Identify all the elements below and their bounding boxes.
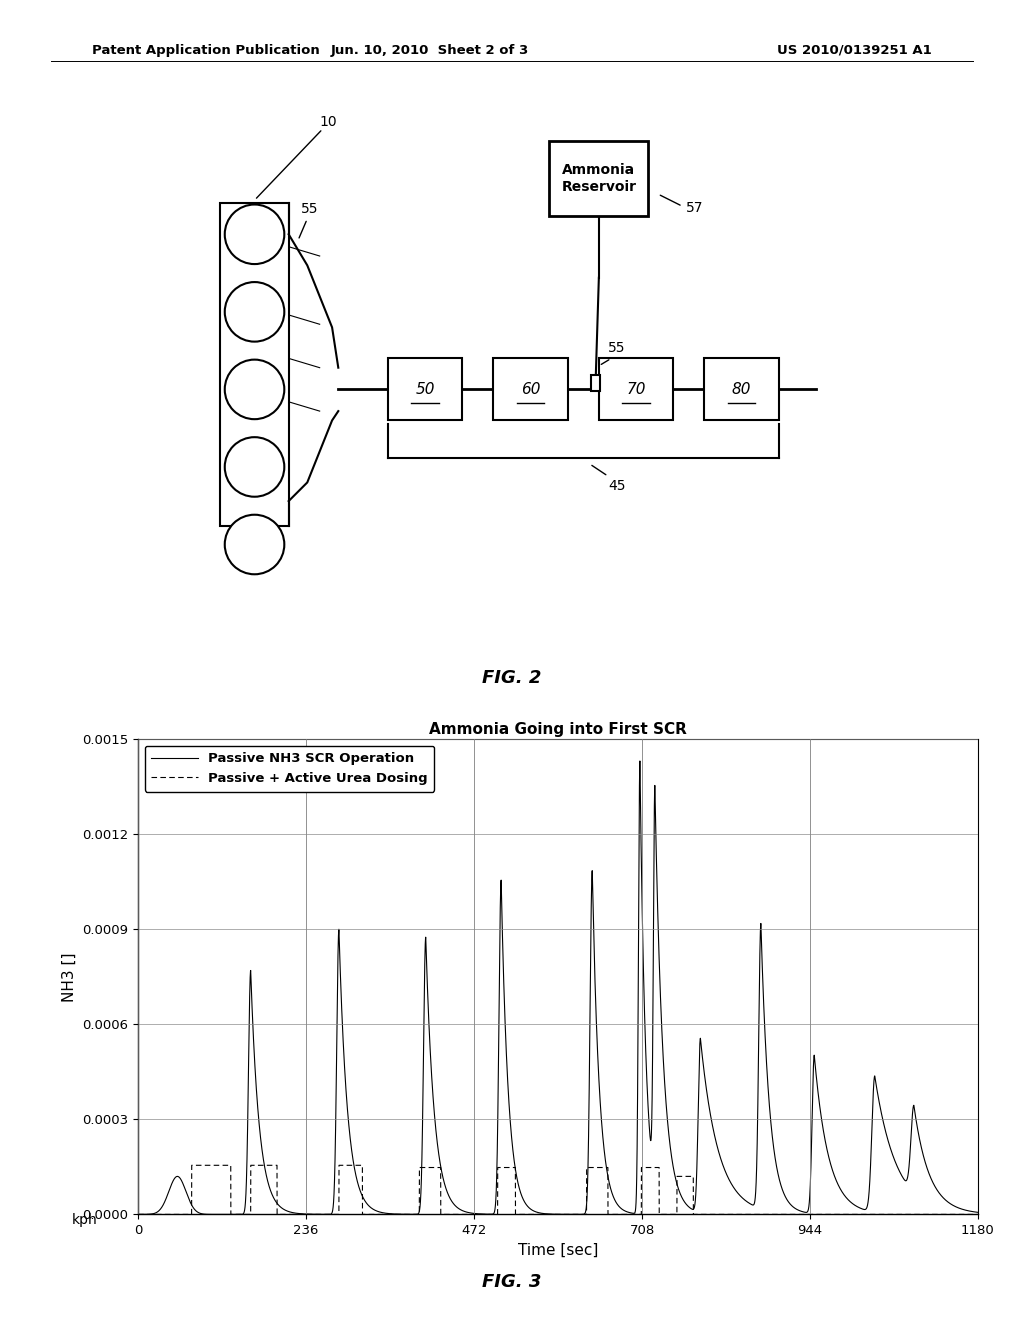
- Passive NH3 SCR Operation: [852, 1199, 864, 1214]
- Passive + Active Urea Dosing: [726, 1206, 738, 1222]
- Line: Passive NH3 SCR Operation: Passive NH3 SCR Operation: [138, 760, 978, 1214]
- Bar: [549, 141, 648, 215]
- Bar: [705, 359, 779, 420]
- Passive + Active Urea Dosing: [852, 1206, 864, 1222]
- Y-axis label: NH3 []: NH3 []: [61, 952, 77, 1002]
- Text: 80: 80: [732, 381, 752, 397]
- Passive NH3 SCR Operation: [634, 752, 646, 768]
- Passive + Active Urea Dosing: [972, 1206, 984, 1222]
- Text: 55: 55: [608, 342, 626, 355]
- Passive NH3 SCR Operation: [972, 1204, 984, 1220]
- Circle shape: [224, 282, 285, 342]
- Title: Ammonia Going into First SCR: Ammonia Going into First SCR: [429, 722, 687, 737]
- Text: 60: 60: [521, 381, 541, 397]
- X-axis label: Time [sec]: Time [sec]: [518, 1242, 598, 1258]
- Text: 45: 45: [608, 479, 626, 494]
- Passive NH3 SCR Operation: [726, 1177, 738, 1193]
- Text: 10: 10: [319, 115, 337, 129]
- Text: FIG. 2: FIG. 2: [482, 669, 542, 688]
- Bar: [494, 359, 568, 420]
- Passive + Active Urea Dosing: [701, 1206, 714, 1222]
- Passive NH3 SCR Operation: [514, 1184, 526, 1200]
- Text: US 2010/0139251 A1: US 2010/0139251 A1: [777, 44, 932, 57]
- Text: 57: 57: [686, 201, 703, 215]
- Circle shape: [224, 359, 285, 420]
- Text: kph: kph: [72, 1213, 97, 1226]
- Line: Passive + Active Urea Dosing: Passive + Active Urea Dosing: [138, 1166, 978, 1214]
- Circle shape: [224, 205, 285, 264]
- Passive NH3 SCR Operation: [229, 1206, 242, 1222]
- Passive + Active Urea Dosing: [844, 1206, 856, 1222]
- Circle shape: [224, 515, 285, 574]
- Circle shape: [224, 437, 285, 496]
- Text: Jun. 10, 2010  Sheet 2 of 3: Jun. 10, 2010 Sheet 2 of 3: [331, 44, 529, 57]
- Passive NH3 SCR Operation: [844, 1193, 856, 1209]
- Passive NH3 SCR Operation: [758, 1012, 770, 1028]
- Passive + Active Urea Dosing: [185, 1158, 198, 1173]
- Passive + Active Urea Dosing: [758, 1206, 770, 1222]
- Legend: Passive NH3 SCR Operation, Passive + Active Urea Dosing: Passive NH3 SCR Operation, Passive + Act…: [144, 746, 434, 792]
- Text: FIG. 3: FIG. 3: [482, 1272, 542, 1291]
- Passive + Active Urea Dosing: [132, 1206, 144, 1222]
- Bar: [220, 203, 289, 525]
- Bar: [591, 375, 600, 391]
- Text: 70: 70: [627, 381, 646, 397]
- Bar: [599, 359, 674, 420]
- Passive NH3 SCR Operation: [701, 1092, 714, 1107]
- Text: 50: 50: [416, 381, 435, 397]
- Bar: [388, 359, 463, 420]
- Text: 55: 55: [301, 202, 318, 215]
- Passive + Active Urea Dosing: [514, 1206, 526, 1222]
- Text: Patent Application Publication: Patent Application Publication: [92, 44, 319, 57]
- Text: Ammonia
Reservoir: Ammonia Reservoir: [561, 164, 636, 194]
- Passive NH3 SCR Operation: [132, 1206, 144, 1222]
